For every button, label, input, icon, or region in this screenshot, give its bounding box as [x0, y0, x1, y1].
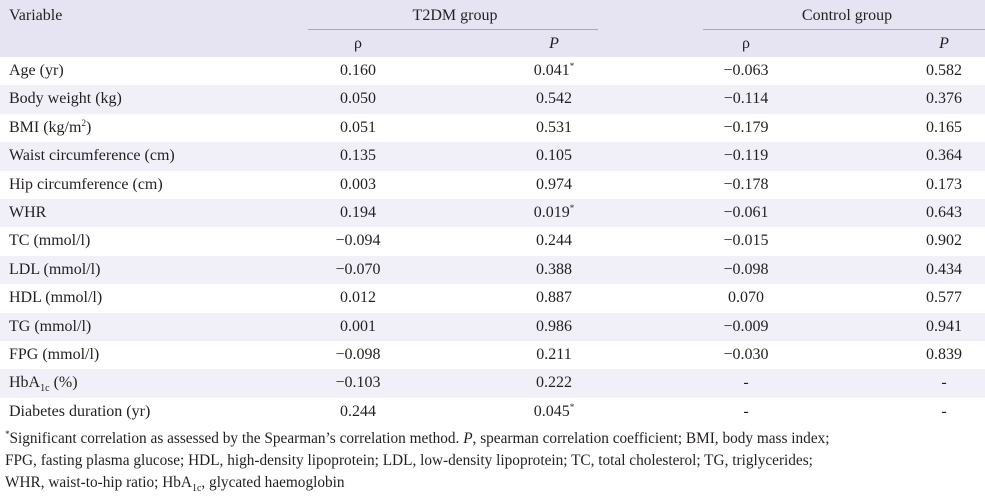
row-variable: HDL (mmol/l): [9, 289, 103, 307]
footnote-line-1: *Significant correlation as assessed by …: [5, 429, 830, 448]
row-band: [0, 142, 985, 171]
row-variable: FPG (mmol/l): [9, 346, 100, 363]
row-band: [0, 369, 985, 398]
row-variable: LDL (mmol/l): [9, 260, 101, 278]
row-variable: HbA1c (%): [9, 374, 78, 395]
row-variable: WHR: [9, 204, 47, 221]
t2dm-group-rule: [308, 29, 598, 30]
row-variable: TC (mmol/l): [9, 232, 91, 250]
control-group-rule: [703, 29, 985, 30]
footnote-line-3: WHR, waist-to-hip ratio; HbA1c, glycated…: [5, 474, 345, 494]
row-variable: Hip circumference (cm): [9, 175, 163, 193]
row-band: [0, 85, 985, 114]
row-variable: Body weight (kg): [9, 90, 122, 108]
row-variable: Waist circumference (cm): [9, 147, 175, 165]
table-header: [0, 0, 985, 57]
row-band: [0, 255, 985, 285]
row-band: [0, 199, 985, 228]
row-band: [0, 312, 985, 341]
row-variable: Age (yr): [9, 62, 64, 79]
header-variable: Variable: [9, 7, 63, 24]
footnote: *Significant correlation as assessed by …: [5, 428, 980, 494]
row-variable: BMI (kg/m2): [9, 117, 92, 136]
row-variable: Diabetes duration (yr): [9, 402, 151, 420]
row-variable: TG (mmol/l): [9, 317, 92, 335]
footnote-line-2: FPG, fasting plasma glucose; HDL, high-d…: [5, 452, 813, 469]
